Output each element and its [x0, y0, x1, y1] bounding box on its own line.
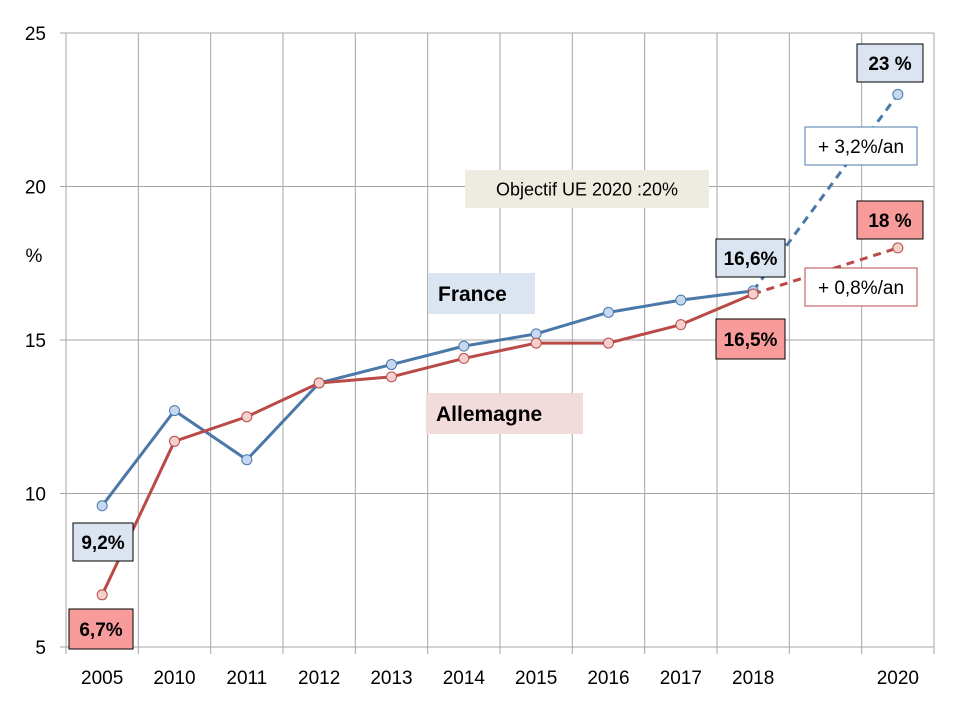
data-point-allemagne: [241, 411, 253, 423]
data-point-france: [241, 454, 253, 466]
data-point-allemagne: [169, 435, 180, 447]
objective-annotation: Objectif UE 2020 :20%: [465, 170, 709, 208]
data-label-france-2005-text: 9,2%: [81, 533, 124, 554]
data-label-france-2005: 9,2%: [72, 522, 134, 562]
data-point-france: [96, 500, 108, 512]
data-point-allemagne: [603, 337, 614, 349]
data-label-allemagne-2005-text: 6,7%: [79, 620, 122, 641]
data-point-allemagne: [892, 242, 904, 254]
data-label-allemagne-2018-text: 16,5%: [724, 330, 778, 351]
series-line-france: [100, 289, 754, 507]
data-label-allemagne-2020-box: [856, 200, 924, 240]
data-point-france: [458, 340, 470, 352]
data-point-allemagne: [313, 377, 325, 389]
data-label-allemagne-2005: 6,7%: [68, 608, 134, 650]
x-tick-label: 2014: [443, 668, 486, 689]
objective-annotation-box: [465, 170, 709, 208]
annotations: France Allemagne Objectif UE 2020 :20% 9,2%…: [68, 43, 924, 650]
data-label-allemagne-2018: 16,5%: [715, 318, 786, 360]
projection-rate-allemagne-box: [804, 267, 918, 307]
y-axis-ticks: 5 10 15 20 25: [25, 24, 46, 659]
data-point-france: [530, 328, 542, 340]
x-tick-label: 2015: [515, 668, 557, 689]
x-tick-label: 2013: [370, 668, 412, 689]
data-label-france-2005-box: [72, 522, 134, 562]
data-point-allemagne: [386, 371, 397, 383]
data-point-france: [675, 294, 687, 306]
legend-label-allemagne: Allemagne: [426, 393, 583, 434]
series-layer: [96, 88, 904, 601]
data-point-allemagne: [458, 352, 470, 364]
data-label-france-2018: 16,6%: [715, 238, 786, 278]
projection-rate-france-box: [804, 126, 918, 166]
grid: [60, 32, 935, 654]
x-tick-label: 2016: [587, 668, 629, 689]
x-tick-label: 2012: [298, 668, 340, 689]
y-tick-label: 25: [25, 24, 46, 45]
projection-rate-france-text: + 3,2%/an: [818, 137, 904, 158]
x-tick-label: 2010: [153, 668, 195, 689]
data-label-france-2020: 23 %: [856, 43, 924, 83]
y-tick-label: 5: [35, 638, 46, 659]
data-label-allemagne-2005-box: [68, 608, 134, 650]
projection-rate-allemagne: + 0,8%/an: [804, 267, 918, 307]
legend-label-france-text: France: [438, 283, 507, 306]
data-label-france-2018-text: 16,6%: [724, 249, 778, 270]
y-tick-label: 15: [25, 331, 46, 352]
series-line-allemagne: [100, 292, 754, 596]
data-point-allemagne: [96, 589, 108, 601]
x-tick-label: 2005: [81, 668, 123, 689]
data-label-allemagne-2020-text: 18 %: [868, 211, 911, 232]
data-label-allemagne-2018-box: [715, 318, 786, 360]
data-label-france-2020-box: [856, 43, 924, 83]
data-label-allemagne-2020: 18 %: [856, 200, 924, 240]
data-label-france-2018-box: [715, 238, 786, 278]
x-tick-label: 2018: [732, 668, 774, 689]
x-axis-ticks: 2005 2010 2011 2012 2013 2014 2015 2016 2017 2018…: [81, 668, 919, 689]
x-tick-label: 2011: [226, 668, 267, 689]
projection-rate-france: + 3,2%/an: [804, 126, 918, 166]
data-point-allemagne: [675, 319, 687, 331]
data-point-france: [169, 405, 180, 417]
x-tick-label: 2017: [660, 668, 702, 689]
y-tick-label: 10: [25, 485, 46, 506]
data-point-allemagne: [747, 288, 759, 300]
data-point-allemagne: [530, 337, 542, 349]
data-point-france: [892, 88, 904, 100]
y-axis-label: %: [26, 246, 43, 267]
data-label-france-2020-text: 23 %: [868, 54, 911, 75]
legend-label-allemagne-box: [426, 393, 583, 434]
legend-label-allemagne-text: Allemagne: [436, 403, 542, 426]
data-point-france: [386, 359, 397, 371]
y-tick-label: 20: [25, 178, 46, 199]
data-point-france: [603, 306, 614, 318]
projection-rate-allemagne-text: + 0,8%/an: [818, 278, 904, 299]
legend-label-france: France: [428, 273, 535, 314]
objective-annotation-text: Objectif UE 2020 :20%: [496, 179, 678, 199]
x-tick-label: 2020: [877, 668, 919, 689]
legend-label-france-box: [428, 273, 535, 314]
